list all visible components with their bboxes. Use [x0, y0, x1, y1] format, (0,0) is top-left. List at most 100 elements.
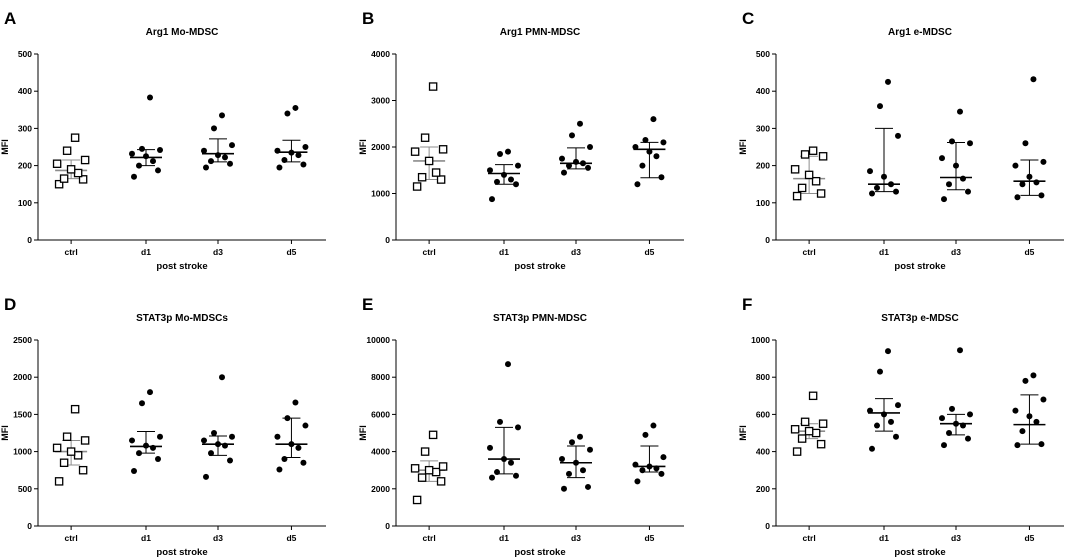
- data-point: [208, 450, 214, 457]
- data-point: [215, 152, 221, 159]
- data-point: [157, 433, 163, 440]
- data-point: [227, 457, 233, 464]
- data-point: [587, 144, 593, 150]
- data-point: [497, 150, 503, 157]
- y-tick-label: 200: [756, 161, 770, 171]
- y-tick-label: 4000: [371, 49, 390, 59]
- data-point: [143, 442, 149, 449]
- data-point: [800, 150, 810, 159]
- y-tick-label: 200: [18, 161, 32, 171]
- data-point: [585, 164, 591, 171]
- data-point: [804, 426, 814, 436]
- data-point: [494, 178, 500, 185]
- data-point: [80, 155, 90, 165]
- data-point: [513, 472, 519, 479]
- data-point: [939, 155, 945, 162]
- data-point: [632, 461, 639, 468]
- data-point: [497, 418, 503, 425]
- x-tick-label: d1: [499, 247, 509, 257]
- data-point: [642, 431, 649, 438]
- y-tick-label: 1500: [13, 409, 32, 419]
- data-point: [420, 447, 430, 456]
- x-axis-label: post stroke: [894, 547, 945, 558]
- y-tick-label: 2500: [13, 335, 32, 345]
- data-point: [412, 182, 422, 191]
- data-point: [811, 176, 821, 186]
- data-point: [505, 361, 511, 368]
- data-point: [52, 443, 62, 453]
- x-tick-label: d3: [213, 247, 223, 257]
- data-point: [155, 167, 161, 174]
- data-point: [957, 108, 963, 115]
- data-point: [487, 167, 493, 174]
- data-point: [967, 411, 973, 418]
- data-point: [222, 154, 228, 161]
- data-point: [288, 441, 295, 448]
- x-tick-label: d3: [571, 533, 581, 543]
- y-tick-label: 400: [18, 86, 32, 96]
- data-point: [281, 456, 288, 463]
- data-point: [569, 439, 575, 446]
- data-point: [438, 145, 448, 154]
- data-point: [808, 391, 818, 401]
- data-point: [147, 94, 153, 101]
- data-point: [129, 437, 135, 444]
- x-tick-label: d3: [213, 533, 223, 543]
- data-point: [229, 433, 235, 440]
- data-point: [508, 176, 514, 183]
- data-point: [70, 404, 80, 414]
- data-point: [501, 456, 507, 463]
- data-point: [274, 147, 281, 154]
- y-tick-label: 1000: [371, 189, 390, 199]
- y-tick-label: 100: [18, 198, 32, 208]
- data-point: [515, 424, 521, 431]
- data-point: [566, 162, 572, 169]
- data-point: [54, 477, 64, 486]
- x-tick-label: d1: [879, 247, 889, 257]
- data-point: [949, 138, 955, 145]
- y-tick-label: 1000: [13, 447, 32, 457]
- data-point: [867, 407, 873, 414]
- data-point: [431, 168, 441, 177]
- data-point: [580, 467, 586, 474]
- panel-label: D: [4, 295, 16, 314]
- data-point: [811, 428, 821, 438]
- data-point: [646, 148, 653, 155]
- data-point: [155, 456, 161, 463]
- data-point: [646, 463, 653, 470]
- x-tick-label: d3: [571, 247, 581, 257]
- x-axis-label: post stroke: [514, 261, 565, 272]
- data-point: [881, 173, 887, 180]
- data-point: [62, 432, 72, 441]
- panel-label: A: [4, 9, 16, 28]
- y-tick-label: 2000: [371, 142, 390, 152]
- x-tick-label: d5: [286, 247, 296, 257]
- y-axis-label: MFI: [0, 425, 10, 441]
- x-tick-label: d5: [1024, 247, 1034, 257]
- data-point: [1022, 377, 1029, 384]
- data-point: [274, 433, 281, 440]
- data-point: [80, 436, 90, 445]
- chart-title: STAT3p PMN-MDSC: [493, 313, 587, 324]
- data-point: [66, 447, 76, 456]
- data-point: [276, 164, 283, 171]
- data-point: [946, 430, 952, 436]
- data-point: [953, 420, 959, 427]
- y-tick-label: 0: [27, 521, 32, 531]
- y-tick-label: 6000: [371, 409, 390, 419]
- data-point: [888, 181, 894, 188]
- data-point: [424, 465, 434, 475]
- data-point: [300, 459, 307, 466]
- data-point: [227, 160, 233, 167]
- data-point: [420, 133, 430, 142]
- data-point: [660, 139, 667, 146]
- data-point: [487, 444, 493, 451]
- data-point: [1012, 407, 1019, 414]
- data-point: [561, 485, 567, 492]
- data-point: [211, 125, 217, 132]
- y-tick-label: 500: [18, 484, 32, 494]
- y-tick-label: 2000: [13, 372, 32, 382]
- data-point: [1040, 158, 1047, 165]
- data-point: [489, 474, 495, 481]
- data-point: [54, 179, 64, 189]
